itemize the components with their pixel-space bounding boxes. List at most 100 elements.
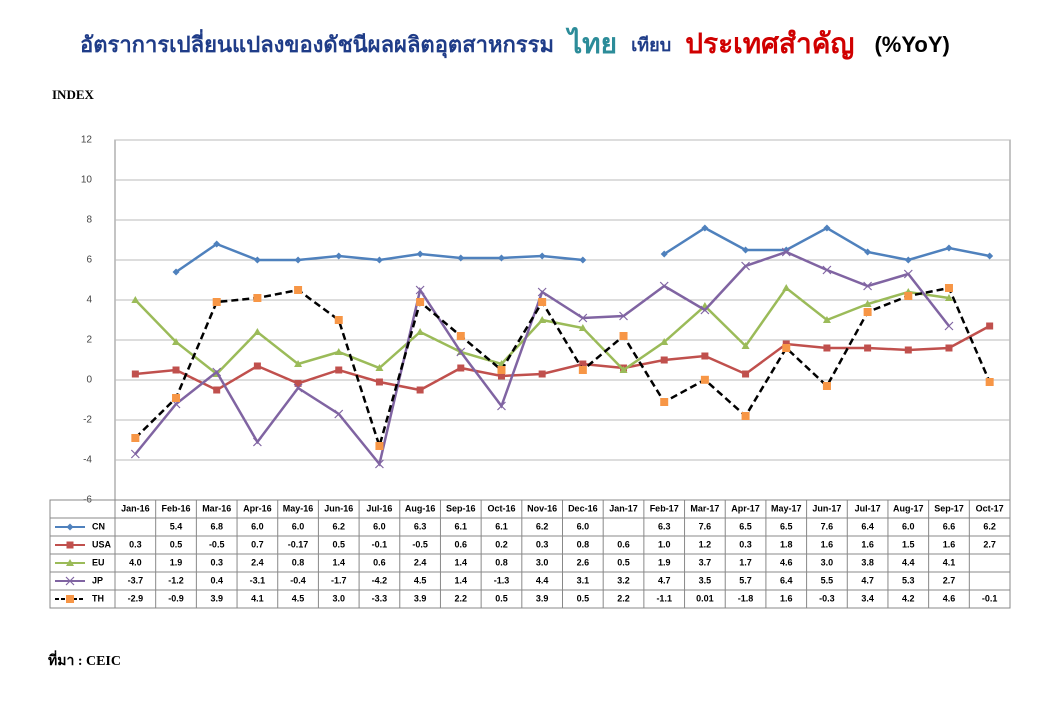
marker xyxy=(863,281,873,291)
marker xyxy=(172,366,180,374)
table-cell: 4.6 xyxy=(943,593,956,603)
marker xyxy=(904,346,912,354)
series-line xyxy=(135,324,991,392)
table-cell: -0.1 xyxy=(982,593,998,603)
marker xyxy=(172,338,181,345)
table-cell: 1.4 xyxy=(455,575,468,585)
marker xyxy=(864,344,872,352)
x-tick-label: Jun-17 xyxy=(812,503,841,513)
table-cell: 6.5 xyxy=(739,521,752,531)
table-cell: 1.6 xyxy=(780,593,793,603)
marker xyxy=(660,250,668,258)
table-cell: 0.6 xyxy=(373,557,386,567)
marker xyxy=(619,332,628,340)
x-tick-label: Dec-16 xyxy=(568,503,598,513)
table-cell: 0.3 xyxy=(129,539,142,549)
marker xyxy=(660,338,669,345)
x-tick-label: Feb-17 xyxy=(650,503,679,513)
marker xyxy=(781,247,791,257)
marker xyxy=(986,322,994,330)
table-cell: 6.2 xyxy=(536,521,549,531)
table-cell: 5.3 xyxy=(902,575,915,585)
marker xyxy=(742,370,750,378)
marker xyxy=(172,394,181,402)
marker xyxy=(253,256,261,264)
plot-area xyxy=(114,139,1011,501)
x-tick-label: Oct-16 xyxy=(487,503,515,513)
table-cell: 6.0 xyxy=(251,521,264,531)
marker xyxy=(700,305,710,315)
x-tick-label: Jun-16 xyxy=(324,503,353,513)
legend-label: USA xyxy=(92,539,112,549)
table-cell: 3.9 xyxy=(210,593,223,603)
marker xyxy=(497,254,505,262)
marker xyxy=(456,332,465,340)
marker xyxy=(66,541,74,549)
table-cell: 6.0 xyxy=(577,521,590,531)
table-cell: 0.01 xyxy=(696,593,714,603)
marker xyxy=(416,386,424,394)
marker xyxy=(701,224,709,232)
marker xyxy=(578,366,587,374)
x-tick-label: Mar-16 xyxy=(202,503,231,513)
x-tick-label: Jul-16 xyxy=(366,503,392,513)
marker xyxy=(782,284,791,291)
marker xyxy=(660,356,668,364)
table-cell: 3.4 xyxy=(861,593,874,603)
title-main: อัตราการเปลี่ยนแปลงของดัชนีผลผลิตอุตสาหก… xyxy=(80,28,554,59)
marker xyxy=(497,372,505,380)
y-tick-label: -2 xyxy=(83,415,92,426)
table-cell: 3.9 xyxy=(414,593,427,603)
y-tick-label: 6 xyxy=(86,255,92,266)
marker xyxy=(66,559,74,566)
table-cell: 4.1 xyxy=(943,557,956,567)
table-cell: 1.6 xyxy=(821,539,834,549)
table-cell: 2.2 xyxy=(455,593,468,603)
marker xyxy=(294,360,303,367)
marker xyxy=(65,576,75,586)
marker xyxy=(822,382,831,390)
x-tick-label: Aug-17 xyxy=(893,503,924,513)
marker xyxy=(213,386,221,394)
title-suffix: (%YoY) xyxy=(874,32,949,57)
marker xyxy=(822,265,832,275)
table-cell: 6.0 xyxy=(292,521,305,531)
marker xyxy=(945,344,953,352)
marker xyxy=(660,398,669,406)
marker xyxy=(701,352,709,360)
table-cell: 4.5 xyxy=(292,593,305,603)
table-cell: 1.9 xyxy=(658,557,671,567)
marker xyxy=(335,366,343,374)
table-cell: 3.9 xyxy=(536,593,549,603)
table-cell: -3.7 xyxy=(128,575,144,585)
marker xyxy=(741,261,750,271)
table-cell: 6.8 xyxy=(210,521,223,531)
table-cell: 1.4 xyxy=(332,557,345,567)
y-tick-label: 8 xyxy=(86,215,92,226)
y-tick-label: 10 xyxy=(81,175,93,186)
legend-label: TH xyxy=(92,593,104,603)
table-cell: 6.4 xyxy=(861,521,874,531)
source: ที่มา : CEIC xyxy=(48,650,121,669)
table-cell: 0.6 xyxy=(455,539,468,549)
marker xyxy=(700,375,709,384)
marker xyxy=(782,344,791,352)
table-cell: -3.3 xyxy=(372,593,388,603)
table-cell: 0.7 xyxy=(251,539,264,549)
marker xyxy=(294,256,302,264)
table-cell: 0.3 xyxy=(739,539,752,549)
marker xyxy=(822,316,831,323)
marker xyxy=(66,523,74,531)
y-tick-label: 0 xyxy=(86,375,92,386)
table-cell: 0.5 xyxy=(332,539,345,549)
table-cell: 3.1 xyxy=(577,575,590,585)
table-cell: 5.4 xyxy=(170,521,183,531)
marker xyxy=(864,248,872,256)
table-cell: 0.3 xyxy=(536,539,549,549)
x-tick-label: Oct-17 xyxy=(976,503,1004,513)
marker xyxy=(416,298,425,306)
marker xyxy=(457,364,465,372)
marker xyxy=(538,316,547,323)
marker xyxy=(130,449,140,459)
marker xyxy=(253,362,261,370)
